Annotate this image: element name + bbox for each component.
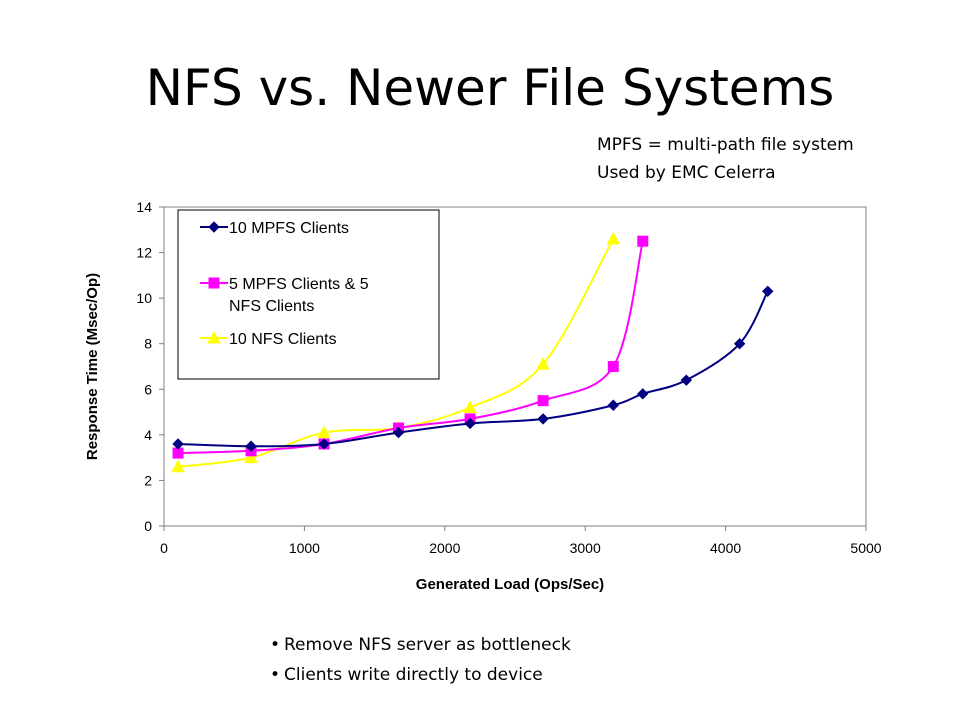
data-point — [171, 459, 185, 473]
x-tick-label: 2000 — [429, 540, 460, 556]
x-tick-label: 4000 — [710, 540, 741, 556]
bullet-dot: • — [270, 665, 281, 685]
y-tick-label: 12 — [136, 245, 152, 261]
note-line-1: MPFS = multi-path file system — [597, 135, 854, 155]
bullet-item: • Clients write directly to device — [270, 664, 571, 694]
data-point — [607, 361, 619, 372]
y-tick-label: 8 — [144, 336, 152, 352]
bullet-item: • Remove NFS server as bottleneck — [270, 634, 571, 664]
data-point — [637, 388, 649, 400]
y-tick-label: 14 — [136, 199, 152, 215]
y-tick-label: 10 — [136, 290, 152, 306]
data-point — [606, 231, 621, 245]
y-axis-title: Response Time (Msec/Op) — [84, 273, 101, 460]
data-point — [733, 338, 746, 350]
legend-box — [177, 209, 440, 380]
legend-label: 10 MPFS Clients — [229, 220, 349, 237]
data-point — [536, 357, 550, 370]
data-point — [318, 438, 330, 450]
bullet-dot: • — [270, 635, 281, 655]
legend-label: 10 NFS Clients — [229, 331, 337, 348]
data-point — [392, 426, 405, 439]
x-tick-label: 0 — [160, 540, 168, 556]
data-point — [172, 438, 184, 450]
bullet-text: Clients write directly to device — [284, 665, 543, 685]
data-point — [463, 400, 477, 414]
data-point — [537, 413, 549, 425]
legend-swatch-marker — [208, 221, 220, 233]
legend-label: 5 MPFS Clients & 5 NFS Clients — [229, 276, 369, 315]
data-point — [245, 440, 257, 452]
slide-title: NFS vs. Newer File Systems — [145, 59, 835, 117]
legend: 10 MPFS Clients 5 MPFS Clients & 5 NFS Cli… — [177, 209, 440, 380]
data-point — [607, 399, 619, 411]
data-point — [680, 374, 692, 386]
x-tick-label: 3000 — [570, 540, 601, 556]
data-point — [537, 395, 549, 407]
data-point — [317, 425, 331, 439]
x-tick-label: 5000 — [850, 540, 881, 556]
note-line-2: Used by EMC Celerra — [597, 163, 776, 183]
series-diamond — [172, 285, 774, 452]
y-tick-label: 2 — [144, 472, 152, 488]
data-point — [244, 450, 258, 464]
data-point — [637, 235, 649, 247]
plot-area — [163, 206, 867, 527]
data-point — [762, 285, 774, 298]
data-point — [464, 417, 476, 430]
x-tick-label: 1000 — [289, 540, 320, 556]
y-tick-label: 0 — [144, 518, 152, 534]
bullet-text: Remove NFS server as bottleneck — [284, 635, 571, 655]
y-tick-label: 4 — [144, 427, 152, 443]
y-tick-label: 6 — [144, 381, 152, 397]
x-axis-title: Generated Load (Ops/Sec) — [416, 576, 604, 593]
bullet-list: • Remove NFS server as bottleneck • Client… — [270, 634, 571, 694]
legend-swatch-marker — [208, 277, 220, 289]
legend-swatch-marker — [207, 330, 221, 344]
